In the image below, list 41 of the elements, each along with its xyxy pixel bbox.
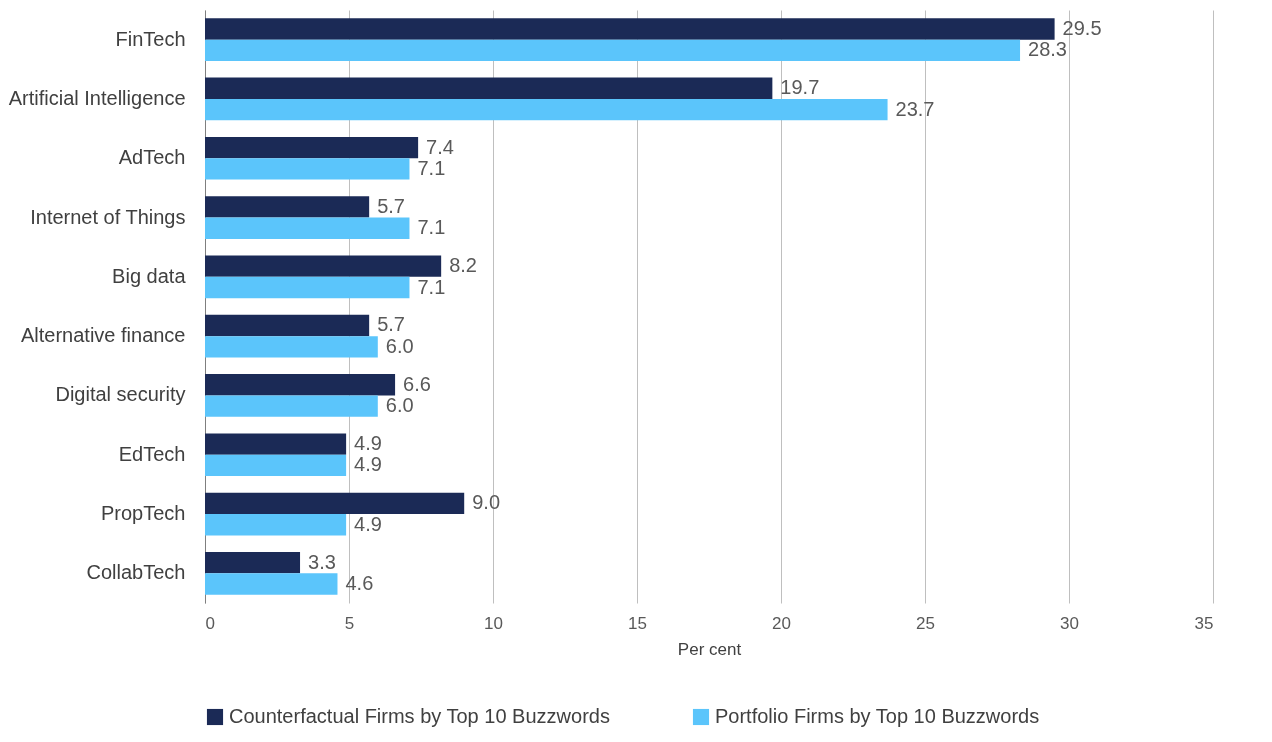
x-tick-label: 20 bbox=[772, 613, 791, 633]
data-label: 8.2 bbox=[449, 254, 477, 277]
y-tick-label: Digital security bbox=[55, 383, 186, 406]
data-label: 5.7 bbox=[377, 194, 405, 217]
data-label: 7.4 bbox=[426, 135, 454, 158]
data-label: 4.9 bbox=[354, 512, 382, 535]
data-label: 4.6 bbox=[345, 572, 374, 595]
x-tick-label: 15 bbox=[628, 613, 647, 633]
data-label: 9.0 bbox=[472, 491, 501, 514]
y-tick-label: Big data bbox=[112, 264, 187, 287]
x-tick-label: 25 bbox=[916, 613, 935, 633]
data-label: 6.0 bbox=[385, 394, 414, 417]
x-tick-label: 10 bbox=[484, 613, 503, 633]
data-label: 5.7 bbox=[377, 313, 405, 336]
data-label: 7.1 bbox=[417, 156, 446, 179]
x-axis-title: Per cent bbox=[677, 639, 742, 659]
x-tick-label: 35 bbox=[1194, 613, 1214, 633]
data-label: 6.0 bbox=[385, 334, 414, 357]
x-tick-label: 5 bbox=[344, 613, 355, 633]
x-tick-label: 0 bbox=[205, 613, 215, 633]
data-label: 23.7 bbox=[895, 97, 935, 120]
y-tick-label: FinTech bbox=[115, 27, 186, 50]
data-label: 29.5 bbox=[1062, 16, 1102, 39]
y-tick-label: CollabTech bbox=[86, 561, 186, 584]
data-label: 4.9 bbox=[354, 432, 382, 455]
data-label: 7.1 bbox=[417, 216, 446, 239]
data-label: 19.7 bbox=[780, 76, 820, 99]
data-label: 6.6 bbox=[403, 372, 431, 395]
y-tick-label: PropTech bbox=[101, 502, 186, 525]
data-label: 3.3 bbox=[308, 550, 336, 573]
data-label: 28.3 bbox=[1028, 38, 1067, 61]
y-tick-label: EdTech bbox=[118, 442, 186, 465]
y-tick-label: AdTech bbox=[118, 146, 186, 169]
data-label: 7.1 bbox=[417, 275, 446, 298]
legend-label: Counterfactual Firms by Top 10 Buzzwords bbox=[229, 705, 610, 727]
y-tick-label: Alternative finance bbox=[20, 324, 186, 347]
y-tick-label: Artificial Intelligence bbox=[8, 86, 186, 109]
data-label: 4.9 bbox=[354, 453, 382, 476]
x-tick-label: 30 bbox=[1060, 613, 1079, 633]
legend-label: Portfolio Firms by Top 10 Buzzwords bbox=[715, 705, 1040, 727]
y-tick-label: Internet of Things bbox=[30, 205, 186, 228]
